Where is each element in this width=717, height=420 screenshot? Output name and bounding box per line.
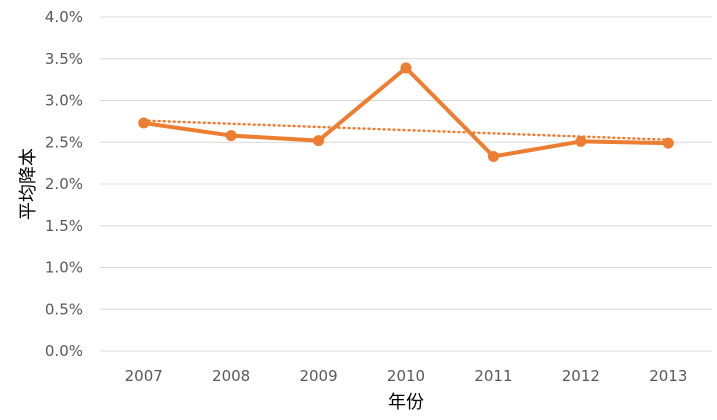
gridlines (100, 16, 712, 352)
data-point (400, 62, 412, 74)
x-tick-label: 2013 (649, 367, 687, 385)
y-tick-label: 3.0% (45, 92, 83, 110)
y-tick-label: 2.0% (45, 175, 83, 193)
data-point (487, 150, 499, 162)
y-axis-ticks: 0.0% 0.5% 1.0% 1.5% 2.0% 2.5% 3.0% 3.5% 4.0% (45, 8, 83, 360)
x-axis-ticks: 2007 2008 2009 2010 2011 2012 2013 (125, 367, 688, 385)
data-point (313, 135, 325, 147)
x-tick-label: 2007 (125, 367, 163, 385)
x-tick-label: 2010 (387, 367, 425, 385)
y-tick-label: 0.5% (45, 300, 83, 318)
data-point (662, 137, 674, 149)
y-tick-label: 1.0% (45, 259, 83, 277)
y-tick-label: 1.5% (45, 217, 83, 235)
trendline (142, 119, 670, 141)
x-tick-label: 2009 (299, 367, 337, 385)
y-tick-label: 0.0% (45, 342, 83, 360)
y-tick-label: 2.5% (45, 133, 83, 151)
x-tick-label: 2012 (562, 367, 600, 385)
data-points (138, 62, 674, 162)
data-point (575, 135, 587, 147)
data-point (225, 130, 237, 142)
y-axis-label: 平均降本 (18, 148, 39, 220)
x-tick-label: 2011 (474, 367, 512, 385)
y-tick-label: 4.0% (45, 8, 83, 26)
y-tick-label: 3.5% (45, 50, 83, 68)
x-axis-label: 年份 (388, 392, 424, 413)
data-point (138, 117, 150, 129)
series-line (143, 65, 669, 159)
x-tick-label: 2008 (212, 367, 250, 385)
